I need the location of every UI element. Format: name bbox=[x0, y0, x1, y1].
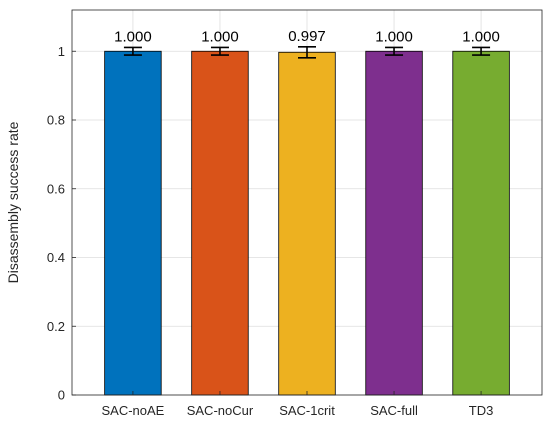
x-axis: SAC-noAE SAC-noCur SAC-1crit SAC-full TD3 bbox=[101, 391, 493, 418]
x-tick-label: SAC-noAE bbox=[101, 403, 164, 418]
data-label: 0.997 bbox=[288, 28, 326, 45]
x-tick-label: SAC-full bbox=[370, 403, 418, 418]
bars bbox=[104, 50, 510, 396]
x-tick-label: TD3 bbox=[469, 403, 494, 418]
data-label: 1.000 bbox=[462, 28, 500, 45]
y-axis-title: Disassembly success rate bbox=[5, 121, 21, 283]
x-tick-label: SAC-noCur bbox=[187, 403, 254, 418]
y-tick-label: 0.4 bbox=[47, 250, 65, 265]
bar-sac-nocur bbox=[191, 50, 249, 396]
data-labels: 1.000 1.000 0.997 1.000 1.000 bbox=[114, 28, 500, 46]
y-tick-label: 0.2 bbox=[47, 319, 65, 334]
data-label: 1.000 bbox=[375, 28, 413, 45]
y-tick-label: 0.6 bbox=[47, 181, 65, 196]
bar-td3 bbox=[452, 50, 510, 396]
bar-sac-noae bbox=[104, 50, 162, 396]
error-bars bbox=[123, 45, 491, 59]
data-label: 1.000 bbox=[201, 28, 239, 45]
bar-sac-1crit bbox=[278, 51, 336, 396]
y-axis: 0 0.2 0.4 0.6 0.8 1 bbox=[47, 44, 76, 403]
y-tick-label: 0.8 bbox=[47, 113, 65, 128]
data-label: 1.000 bbox=[114, 28, 152, 45]
x-tick-label: SAC-1crit bbox=[279, 403, 335, 418]
y-tick-label: 1 bbox=[58, 44, 65, 59]
y-tick-label: 0 bbox=[58, 388, 65, 403]
bar-sac-full bbox=[365, 50, 423, 396]
